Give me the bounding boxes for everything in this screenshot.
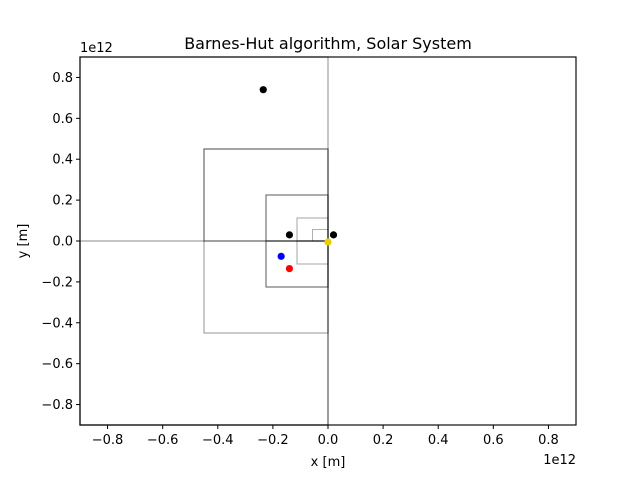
quadtree-cell [203,148,329,242]
y-tick-label: 0.2 [52,194,73,209]
y-axis-ticks: −0.8 −0.6 −0.4 −0.2 0.0 0.2 0.4 0.6 0.8 [41,71,80,413]
x-tick-label: −0.4 [202,433,234,448]
x-tick-label: 0.6 [483,433,504,448]
quadtree-cell [312,229,329,242]
x-tick-label: −0.6 [147,433,179,448]
x-tick-label: −0.2 [257,433,289,448]
y-tick-label: −0.8 [41,398,73,413]
x-offset-label: 1e12 [543,453,576,468]
x-tick-label: 0.4 [428,433,449,448]
body-marker [277,252,285,260]
x-tick-label: −0.8 [92,433,124,448]
body-marker [285,265,294,273]
quadtree-cell [296,217,329,242]
quadtree-cell [265,194,329,242]
quadtree-cell [265,240,329,288]
body-marker [324,238,332,246]
y-offset-label: 1e12 [80,41,113,56]
chart-title: Barnes-Hut algorithm, Solar System [184,34,472,53]
y-tick-label: 0.4 [52,153,73,168]
y-tick-label: 0.8 [52,71,73,86]
body-marker [285,231,294,239]
x-tick-label: 0.2 [373,433,394,448]
plot-area [79,56,577,426]
y-tick-label: −0.2 [41,275,73,290]
y-tick-label: 0.6 [52,112,73,127]
x-axis-label: x [m] [311,455,346,470]
y-axis-label: y [m] [16,224,31,259]
body-markers [259,86,338,273]
y-tick-label: 0.0 [52,235,73,250]
x-tick-label: 0.8 [538,433,559,448]
x-axis-ticks: −0.8 −0.6 −0.4 −0.2 0.0 0.2 0.4 0.6 0.8 [92,425,559,448]
y-tick-label: −0.4 [41,316,73,331]
quadtree-cell [296,240,329,265]
body-marker [259,86,267,94]
x-tick-label: 0.0 [318,433,339,448]
y-tick-label: −0.6 [41,357,73,372]
body-marker [329,231,338,239]
